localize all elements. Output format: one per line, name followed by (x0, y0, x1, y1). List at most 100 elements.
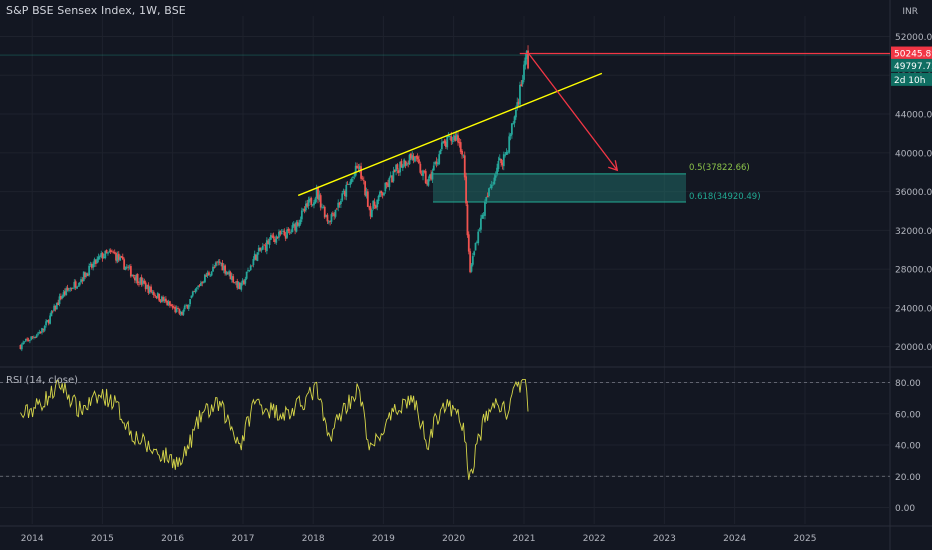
candle-body (427, 178, 430, 186)
candle-body (321, 206, 323, 208)
candle-body (418, 159, 420, 164)
candle-body (132, 275, 135, 277)
candle-body (23, 341, 26, 343)
candle-body (76, 286, 78, 289)
candle-body (489, 187, 492, 188)
candle-body (259, 247, 262, 251)
candle-body (497, 161, 500, 169)
candle-body (345, 184, 348, 197)
candle-body (403, 159, 406, 167)
candle-body (260, 249, 263, 251)
resistance-badge: 50245.89 (894, 50, 932, 60)
candle-body (66, 287, 69, 291)
candle-body (450, 136, 453, 142)
candle-body (290, 232, 292, 234)
time-tick-label: 2020 (442, 534, 465, 544)
candle-body (135, 274, 138, 281)
candle-body (493, 177, 496, 185)
price-tick-label: 52000.00 (895, 33, 932, 43)
candle-body (221, 263, 224, 271)
candle-body (461, 150, 463, 155)
price-tick-label: 32000.00 (895, 227, 932, 237)
price-axis: 20000.00 24000.00 28000.00 32000.00 36000.00… (895, 33, 932, 514)
candle-body (279, 230, 282, 235)
candle-body (263, 244, 266, 246)
candle-body (466, 204, 469, 236)
candle-body (147, 284, 150, 293)
candle-body (339, 201, 342, 204)
candle-body (267, 240, 270, 244)
candle-body (59, 295, 62, 300)
chart-title: S&P BSE Sensex Index, 1W, BSE (6, 4, 186, 17)
candle-body (519, 84, 521, 105)
time-tick-label: 2023 (653, 534, 676, 544)
candle-body (449, 135, 451, 137)
candle-body (480, 218, 482, 230)
candle-body (245, 271, 248, 279)
price-tick-label: 24000.00 (895, 304, 932, 314)
candle-body (521, 80, 524, 85)
candle-body (175, 308, 178, 312)
candle-body (314, 198, 317, 204)
candle-body (24, 338, 27, 341)
candle-body (134, 277, 136, 281)
candle-body (72, 288, 74, 290)
candle-body (307, 199, 310, 207)
candle-body (120, 256, 123, 258)
candle-body (129, 266, 132, 277)
candle-body (354, 165, 357, 176)
candle-body (294, 224, 297, 231)
rsi-legend[interactable]: RSI (14, close) (6, 375, 79, 386)
candle-body (212, 266, 214, 272)
candle-body (478, 230, 481, 232)
candlestick-series (19, 45, 529, 352)
candle-body (89, 263, 92, 266)
candle-body (439, 150, 442, 155)
candle-body (415, 155, 418, 158)
rsi-tick-label: 0.00 (895, 504, 915, 514)
candle-body (488, 188, 490, 197)
candle-body (471, 256, 474, 265)
candle-body (167, 301, 170, 305)
candle-body (104, 250, 107, 259)
candle-body (391, 175, 393, 183)
candle-body (280, 232, 283, 235)
currency-label[interactable]: INR (902, 7, 918, 17)
candle-body (276, 236, 279, 239)
countdown-badge: 2d 10h (894, 76, 925, 86)
candle-body (515, 109, 517, 118)
candle-body (86, 273, 89, 276)
candle-body (144, 282, 147, 290)
candle-body (396, 164, 399, 170)
candle-body (325, 214, 327, 217)
candle-body (37, 333, 39, 335)
candle-body (205, 275, 208, 277)
candle-body (362, 179, 365, 181)
candle-body (401, 165, 404, 168)
candle-body (255, 254, 257, 261)
candle-body (136, 273, 139, 284)
rsi-tick-label: 60.00 (895, 410, 921, 420)
candle-body (85, 272, 88, 277)
candle-body (372, 200, 375, 209)
candle-body (226, 272, 229, 274)
trendline (297, 72, 603, 197)
candle-body (154, 294, 157, 296)
candle-body (257, 247, 260, 252)
candle-body (430, 173, 432, 180)
candle-body (115, 253, 117, 261)
candle-body (47, 319, 50, 324)
candle-body (30, 336, 33, 340)
candle-body (217, 261, 220, 263)
candle-body (225, 271, 228, 275)
candle-body (90, 263, 93, 268)
candle-body (447, 136, 450, 137)
time-axis: 2014 2015 2016 2017 2018 2019 2020 2021 2022 2023… (21, 534, 817, 544)
candle-body (374, 205, 377, 209)
candle-body (256, 252, 259, 261)
candle-body (43, 326, 46, 331)
candle-body (143, 280, 146, 284)
candle-body (282, 231, 284, 233)
